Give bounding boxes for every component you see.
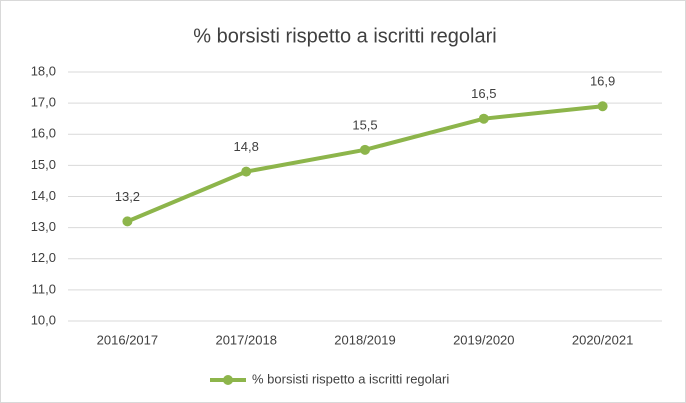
data-point	[122, 216, 133, 227]
data-point	[597, 101, 608, 112]
y-tick-label: 10,0	[31, 312, 56, 327]
data-label: 15,5	[352, 117, 377, 132]
data-label: 16,9	[590, 74, 615, 89]
x-tick-label: 2019/2020	[453, 332, 514, 347]
x-tick-label: 2020/2021	[572, 332, 633, 347]
data-label: 13,2	[115, 189, 140, 204]
x-tick-label: 2017/2018	[215, 332, 276, 347]
data-point	[241, 166, 252, 177]
data-label: 14,8	[234, 139, 259, 154]
legend-swatch-marker	[223, 375, 233, 385]
legend-label: % borsisti rispetto a iscritti regolari	[252, 371, 449, 386]
y-tick-label: 12,0	[31, 250, 56, 265]
y-tick-label: 13,0	[31, 219, 56, 234]
y-tick-label: 18,0	[31, 63, 56, 78]
y-tick-label: 11,0	[32, 281, 56, 296]
y-tick-label: 14,0	[31, 188, 56, 203]
chart-title: % borsisti rispetto a iscritti regolari	[193, 25, 496, 47]
data-point	[360, 144, 370, 155]
y-tick-label: 17,0	[31, 95, 56, 110]
y-tick-label: 15,0	[31, 157, 56, 172]
x-tick-label: 2016/2017	[97, 332, 158, 347]
y-tick-label: 16,0	[31, 126, 56, 141]
x-tick-label: 2018/2019	[334, 332, 395, 347]
data-label: 16,5	[471, 86, 496, 101]
data-point	[478, 113, 489, 124]
